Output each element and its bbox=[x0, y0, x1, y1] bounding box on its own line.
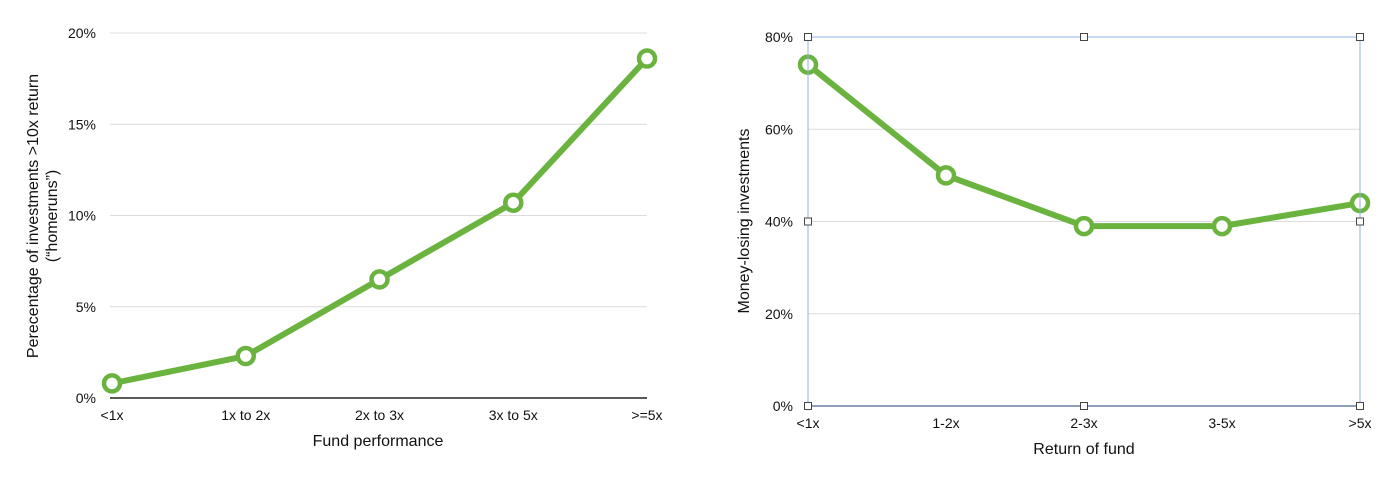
chart1-y-axis-subtitle: (“homeruns”) bbox=[44, 170, 61, 262]
x-tick-label: 3x to 5x bbox=[489, 407, 538, 423]
x-tick-label: 1x to 2x bbox=[221, 407, 270, 423]
x-tick-label: <1x bbox=[797, 415, 820, 431]
x-tick-label: <1x bbox=[101, 407, 124, 423]
y-tick-label: 20% bbox=[765, 306, 793, 322]
y-tick-label: 0% bbox=[76, 390, 96, 406]
data-point bbox=[235, 345, 256, 367]
data-point bbox=[1211, 215, 1233, 237]
y-tick-label: 40% bbox=[765, 214, 793, 230]
data-point bbox=[636, 48, 658, 69]
chart2-selection-frame[interactable] bbox=[804, 33, 1364, 410]
y-tick-label: 0% bbox=[773, 398, 793, 414]
y-tick-label: 60% bbox=[765, 121, 793, 137]
y-tick-label: 20% bbox=[68, 25, 96, 41]
data-point bbox=[369, 269, 390, 290]
chart1-y-ticks: 0% 5% 10% 15% 20% bbox=[68, 25, 96, 406]
chart2-x-ticks: <1x 1-2x 2-3x 3-5x >5x bbox=[797, 415, 1372, 431]
resize-handle[interactable] bbox=[1080, 33, 1088, 41]
chart2-gridlines bbox=[808, 36, 1360, 315]
y-tick-label: 15% bbox=[68, 116, 96, 132]
data-point bbox=[1073, 215, 1095, 237]
resize-handle[interactable] bbox=[804, 217, 812, 226]
chart1-y-axis-title: Perecentage of investments >10x return bbox=[25, 74, 42, 358]
data-point bbox=[935, 165, 957, 186]
y-tick-label: 5% bbox=[76, 299, 96, 315]
series-line bbox=[805, 61, 1363, 230]
chart1-series bbox=[101, 48, 658, 394]
chart1-x-axis-title: Fund performance bbox=[313, 433, 444, 450]
resize-handle[interactable] bbox=[1356, 402, 1364, 410]
chart1-gridlines bbox=[110, 32, 647, 308]
x-tick-label: >5x bbox=[1349, 415, 1372, 431]
chart-homeruns: 0% 5% 10% 15% 20% <1x 1x to 2x 2x to 3x 3x to 5… bbox=[25, 25, 663, 450]
chart-money-losing[interactable]: 0% 20% 40% 60% 80% <1x 1-2x 2-3x 3-5x >5x Return… bbox=[736, 29, 1371, 458]
chart2-series bbox=[797, 54, 1371, 237]
resize-handle[interactable] bbox=[804, 402, 812, 410]
data-point bbox=[101, 373, 123, 394]
chart2-y-ticks: 0% 20% 40% 60% 80% bbox=[765, 29, 793, 414]
y-tick-label: 80% bbox=[765, 29, 793, 45]
chart1-x-ticks: <1x 1x to 2x 2x to 3x 3x to 5x >=5x bbox=[101, 407, 663, 423]
resize-handle[interactable] bbox=[1356, 217, 1364, 226]
data-point bbox=[503, 192, 524, 213]
x-tick-label: 2-3x bbox=[1070, 415, 1097, 431]
resize-handle[interactable] bbox=[1356, 33, 1364, 41]
x-tick-label: >=5x bbox=[631, 407, 662, 423]
chart2-y-axis-title: Money-losing investments bbox=[736, 129, 753, 314]
resize-handle[interactable] bbox=[1080, 402, 1088, 410]
x-tick-label: 2x to 3x bbox=[355, 407, 404, 423]
x-tick-label: 1-2x bbox=[932, 415, 959, 431]
resize-handle[interactable] bbox=[804, 33, 812, 41]
y-tick-label: 10% bbox=[68, 208, 96, 224]
x-tick-label: 3-5x bbox=[1208, 415, 1235, 431]
series-line bbox=[109, 55, 650, 387]
chart2-x-axis-title: Return of fund bbox=[1033, 441, 1134, 458]
